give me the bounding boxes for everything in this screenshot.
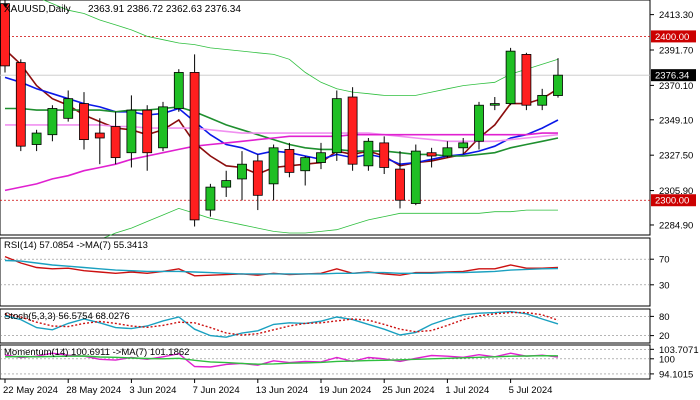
main-panel: 2413.30 2391.70 2370.10 2349.10 2327.50 2305.… bbox=[0, 0, 696, 273]
moving-averages-and-bands bbox=[4, 0, 559, 273]
price-tick-label: 2305.90 bbox=[659, 186, 693, 197]
indicator-series-line bbox=[4, 311, 559, 336]
candle-bullish bbox=[442, 147, 453, 157]
candlesticks bbox=[0, 0, 563, 227]
candle-bearish bbox=[189, 72, 200, 221]
candle-bearish bbox=[0, 3, 10, 67]
candle-bullish bbox=[410, 150, 421, 204]
candle-bullish bbox=[363, 140, 374, 167]
date-tick-label: 25 Jun 2024 bbox=[382, 385, 434, 396]
stoch-panel: 80 20 Stoch(5,3,3) 56.5754 68.0276 bbox=[0, 308, 670, 344]
price-tick-label: 2391.70 bbox=[659, 46, 693, 57]
rsi-lines: 70 30 bbox=[0, 255, 670, 291]
candle-bullish bbox=[173, 72, 184, 109]
candle-bearish bbox=[347, 96, 358, 165]
indicator-tick-label: 103.7071 bbox=[659, 345, 699, 356]
candle-bullish bbox=[158, 106, 168, 149]
stoch-title: Stoch(5,3,3) 56.5754 68.0276 bbox=[4, 311, 130, 322]
indicator-series-line bbox=[4, 259, 559, 275]
date-tick-label: 22 May 2024 bbox=[3, 385, 58, 396]
indicator-series-line bbox=[4, 310, 559, 338]
indicator-tick-label: 80 bbox=[659, 312, 670, 323]
overlay-line-ema_magenta bbox=[4, 132, 558, 192]
price-tick-label: 2284.90 bbox=[659, 220, 693, 231]
price-tick-label: 2349.10 bbox=[659, 115, 693, 126]
overlay-line-ema_green bbox=[5, 106, 559, 157]
candle-bearish bbox=[521, 54, 532, 106]
candle-bullish bbox=[205, 186, 216, 211]
candle-bullish bbox=[31, 132, 42, 145]
rsi-title: RSI(14) 57.0854 ->MA(7) 55.3413 bbox=[4, 240, 148, 251]
candle-bullish bbox=[537, 94, 548, 106]
candle-bullish bbox=[316, 152, 326, 163]
candle-bearish bbox=[284, 149, 295, 173]
momentum-title: Momentum(14) 100.6911 ->MA(7) 101.1862 bbox=[4, 347, 189, 358]
candle-bullish bbox=[553, 74, 563, 96]
price-tick-label: 2413.30 bbox=[659, 10, 693, 21]
indicator-tick-label: 30 bbox=[659, 280, 670, 291]
date-tick-label: 13 Jun 2024 bbox=[256, 385, 308, 396]
candle-bullish bbox=[300, 157, 311, 172]
price-tags: 2400.00 2300.00 2376.34 bbox=[651, 30, 696, 207]
candle-bullish bbox=[237, 163, 247, 180]
candle-bearish bbox=[94, 132, 105, 139]
main-price-grid bbox=[0, 36, 650, 201]
candle-bullish bbox=[47, 108, 58, 136]
candle-bullish bbox=[221, 180, 232, 188]
level-price-tag-label: 2400.00 bbox=[655, 32, 689, 43]
candle-bearish bbox=[426, 152, 437, 157]
indicator-tick-label: 100 bbox=[659, 354, 675, 365]
chart-header-symbol: XAUUSD,Daily bbox=[4, 4, 71, 15]
date-tick-label: 19 Jun 2024 bbox=[319, 385, 371, 396]
level-price-tag bbox=[651, 30, 696, 43]
indicator-tick-label: 70 bbox=[659, 255, 670, 266]
level-price-tag bbox=[651, 194, 696, 207]
candle-bearish bbox=[142, 109, 153, 154]
overlay-line-ema_darkred bbox=[4, 48, 559, 175]
price-axis: 2413.30 2391.70 2370.10 2349.10 2327.50 2305.… bbox=[650, 10, 693, 231]
candle-bearish bbox=[79, 103, 89, 141]
overlay-line-ema_blue bbox=[4, 76, 559, 166]
candle-bullish bbox=[331, 98, 342, 154]
candle-bullish bbox=[474, 104, 484, 142]
candle-bullish bbox=[458, 142, 469, 149]
date-tick-label: 28 May 2024 bbox=[66, 385, 121, 396]
indicator-series-line bbox=[4, 352, 559, 368]
stoch-lines: 80 20 bbox=[0, 310, 670, 342]
date-tick-label: 1 Jul 2024 bbox=[445, 385, 489, 396]
main-panel-frame bbox=[0, 0, 651, 236]
date-tick-label: 5 Jul 2024 bbox=[509, 385, 553, 396]
candle-bullish bbox=[126, 109, 137, 154]
dropdown-triangle-icon[interactable] bbox=[3, 4, 8, 8]
last-price-tag-label: 2376.34 bbox=[655, 71, 689, 82]
indicator-tick-label: 20 bbox=[659, 331, 670, 342]
date-axis: 22 May 2024 28 May 2024 3 Jun 2024 7 Jun 20… bbox=[3, 379, 552, 396]
last-price-tag bbox=[651, 69, 696, 82]
candle-bearish bbox=[15, 62, 26, 147]
candle-bearish bbox=[252, 160, 263, 196]
rsi-panel: 70 30 RSI(14) 57.0854 ->MA(7) 55.3413 bbox=[0, 237, 670, 307]
indicator-tick-label: 94.1015 bbox=[659, 369, 693, 380]
date-tick-label: 7 Jun 2024 bbox=[193, 385, 240, 396]
chart-header-ohlc: 2363.91 2386.72 2362.63 2376.34 bbox=[88, 4, 241, 15]
candle-bearish bbox=[379, 142, 390, 168]
candle-bearish bbox=[110, 126, 121, 159]
date-tick-label: 3 Jun 2024 bbox=[129, 385, 176, 396]
overlay-line-bollinger bbox=[42, 0, 559, 96]
candle-bullish bbox=[268, 147, 279, 185]
price-tick-label: 2327.50 bbox=[659, 151, 693, 162]
indicator-series-line bbox=[4, 354, 559, 365]
price-tick-label: 2370.10 bbox=[659, 81, 693, 92]
level-price-tag-label: 2300.00 bbox=[655, 196, 689, 207]
candle-bullish bbox=[505, 50, 516, 104]
candle-bullish bbox=[489, 103, 500, 106]
overlay-line-ema_pink bbox=[5, 124, 559, 143]
candle-bearish bbox=[395, 168, 405, 201]
candle-bullish bbox=[63, 98, 74, 119]
